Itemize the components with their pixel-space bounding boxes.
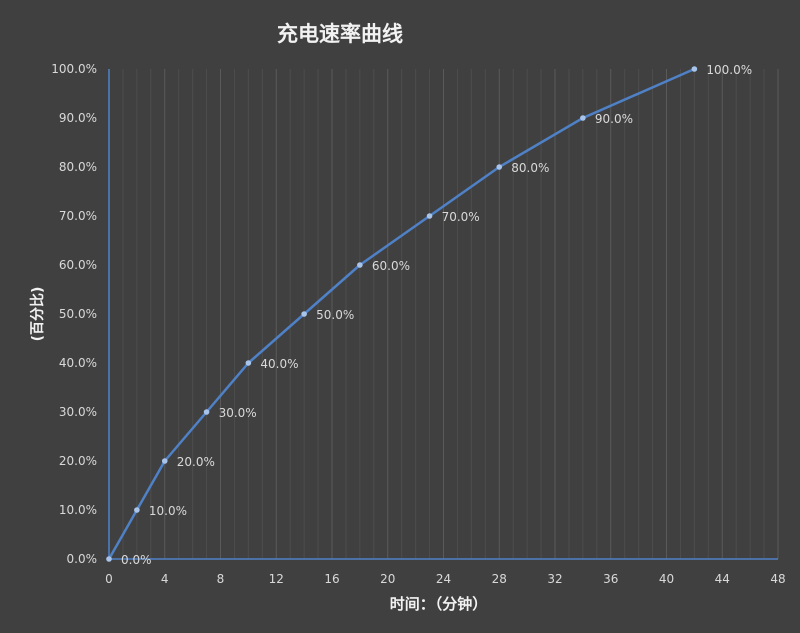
y-tick-label: 0.0% [67, 552, 98, 566]
data-point [357, 262, 363, 268]
x-tick-label: 40 [659, 572, 674, 586]
y-tick-label: 60.0% [59, 258, 97, 272]
x-tick-label: 4 [161, 572, 169, 586]
data-point [134, 507, 140, 513]
y-axis-label: (百分比) [29, 287, 46, 342]
x-tick-label: 8 [217, 572, 225, 586]
data-point [161, 458, 168, 464]
data-label: 20.0% [177, 455, 215, 469]
y-tick-label: 50.0% [59, 307, 97, 321]
data-point [496, 164, 503, 170]
data-label: 50.0% [316, 308, 354, 322]
data-point [106, 556, 112, 562]
x-axis-label: 时间：（分钟） [390, 595, 488, 613]
x-tick-label: 48 [770, 572, 785, 586]
data-label: 80.0% [511, 161, 549, 175]
data-label: 10.0% [149, 504, 187, 518]
x-tick-label: 16 [324, 572, 339, 586]
y-tick-label: 10.0% [59, 503, 97, 517]
chart-title: 充电速率曲线 [277, 22, 403, 46]
data-label: 60.0% [372, 259, 410, 273]
x-tick-label: 28 [492, 572, 507, 586]
data-label: 40.0% [260, 357, 298, 371]
x-tick-label: 20 [380, 572, 395, 586]
data-label: 90.0% [595, 112, 633, 126]
data-label: 100.0% [706, 63, 752, 77]
data-point [301, 311, 307, 317]
x-tick-label: 12 [269, 572, 284, 586]
data-point [426, 213, 433, 219]
data-point [203, 409, 210, 415]
x-tick-label: 24 [436, 572, 451, 586]
data-label: 30.0% [219, 406, 257, 420]
x-tick-label: 0 [105, 572, 113, 586]
y-tick-label: 80.0% [59, 160, 97, 174]
y-tick-label: 20.0% [59, 454, 97, 468]
data-label: 0.0% [121, 553, 152, 567]
y-tick-label: 40.0% [59, 356, 97, 370]
data-point [691, 66, 698, 72]
data-label: 70.0% [442, 210, 480, 224]
x-tick-label: 36 [603, 572, 618, 586]
y-tick-label: 100.0% [51, 62, 97, 76]
y-tick-label: 90.0% [59, 111, 97, 125]
data-point [245, 360, 252, 366]
y-tick-label: 30.0% [59, 405, 97, 419]
x-tick-label: 32 [547, 572, 562, 586]
data-point [580, 115, 586, 121]
y-tick-label: 70.0% [59, 209, 97, 223]
x-tick-label: 44 [715, 572, 730, 586]
